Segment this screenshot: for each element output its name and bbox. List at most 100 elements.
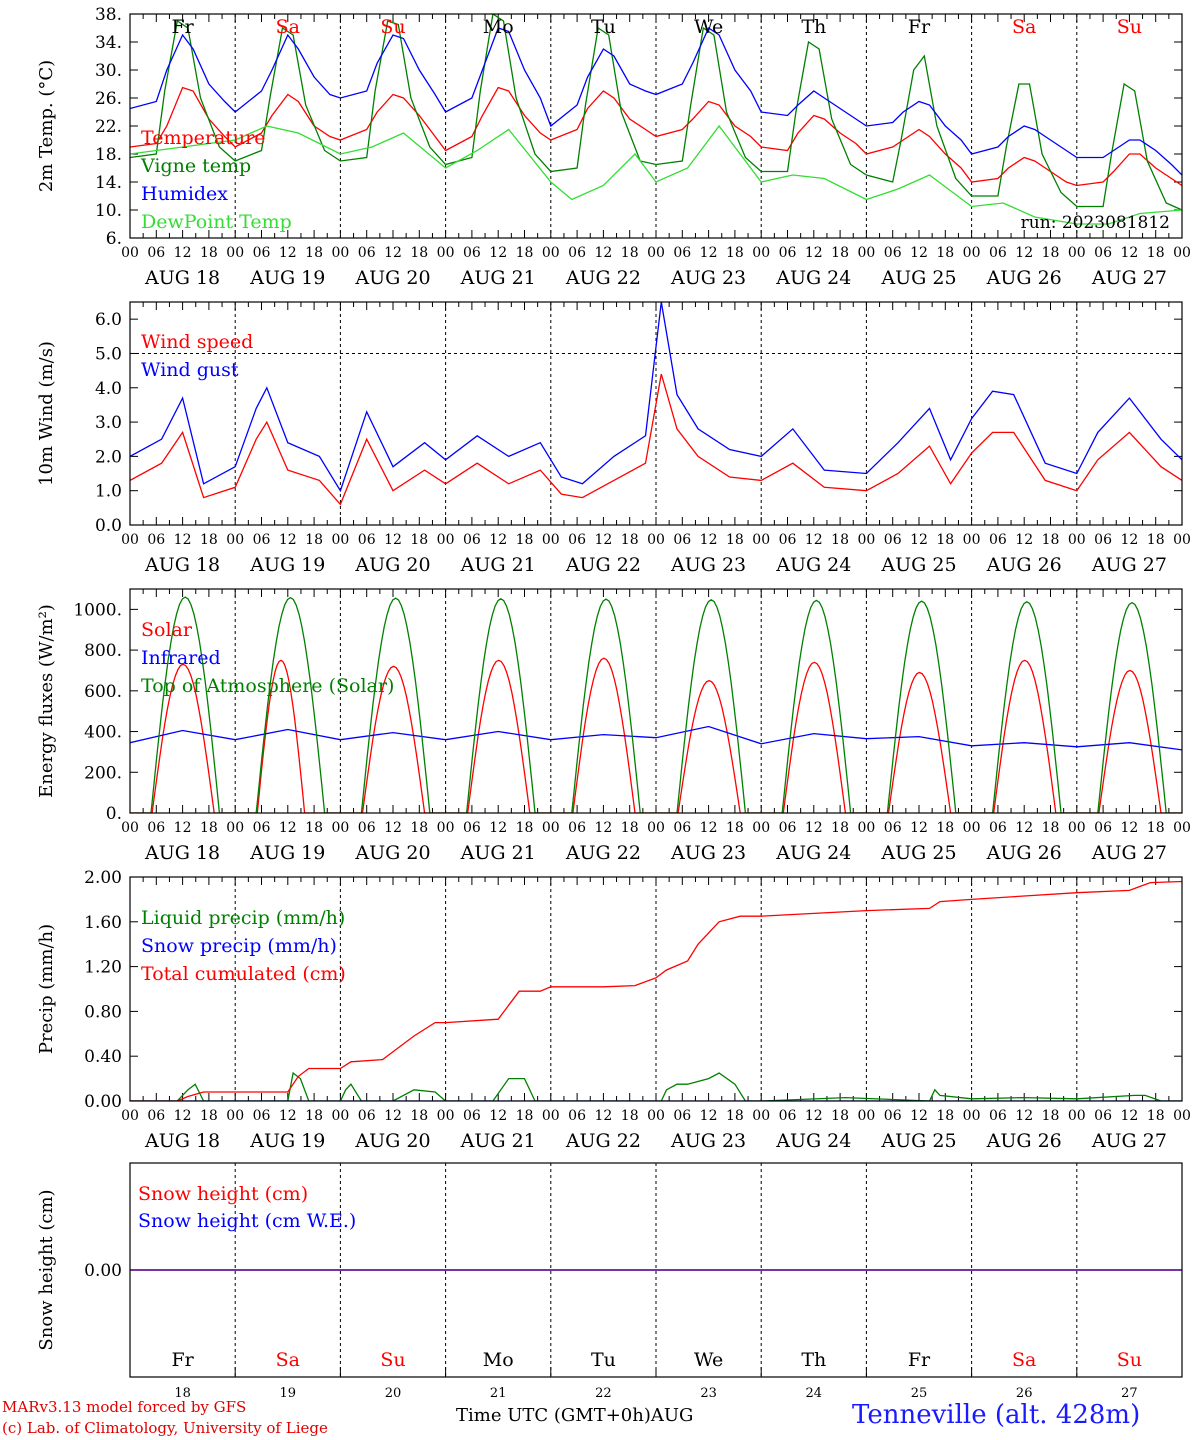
legend-snow-height-cm: Snow height (cm) [138,1183,308,1205]
day-name-bottom: Th [801,1349,826,1371]
panel-frame [129,588,1183,814]
hour-label: 00 [1068,1108,1086,1124]
panel-frame [129,876,1183,1102]
day-name-bottom: We [694,1349,723,1371]
panel-4: 0.00 0.40 0.80 1.20 1.60 2.00 Precip (mm/h) Liq… [36,868,1191,1152]
series-total-cumulated-cm [130,880,1182,1101]
hour-label: 06 [253,820,271,836]
hour-label: 00 [752,245,770,261]
date-label: AUG 18 [144,842,220,864]
legend-vigne-temp: Vigne temp [140,155,251,177]
hour-label: 00 [647,1108,665,1124]
hour-label: 18 [1042,820,1060,836]
y-tick-label: 0.80 [84,1002,122,1022]
day-name-top: Fr [171,16,194,38]
y-tick-label: 0. [106,804,122,824]
y-tick-label: 1000. [73,600,122,620]
hour-label: 00 [121,532,139,548]
date-label: AUG 18 [144,1130,220,1152]
series-infrared [130,725,1182,751]
hour-label: 00 [542,820,560,836]
day-name-bottom: Su [380,1349,405,1371]
hour-label: 06 [253,1108,271,1124]
hour-label: 00 [542,1108,560,1124]
day-number: 27 [1121,1386,1138,1398]
date-label: AUG 26 [986,554,1062,576]
hour-label: 12 [174,245,192,261]
hour-label: 06 [779,245,797,261]
hour-label: 06 [147,1108,165,1124]
hour-label: 18 [200,245,218,261]
day-number: 25 [911,1386,928,1398]
date-label: AUG 26 [986,267,1062,289]
legend-solar: Solar [141,619,193,641]
hour-label: 12 [700,532,718,548]
hour-label: 12 [489,245,507,261]
hour-label: 12 [1120,532,1138,548]
hour-label: 18 [516,532,534,548]
hour-label: 00 [1068,245,1086,261]
day-name-bottom: Sa [1012,1349,1036,1371]
date-label: AUG 22 [565,1130,641,1152]
y-tick-label: 26. [95,89,122,109]
hour-label: 00 [437,1108,455,1124]
hour-label: 18 [831,532,849,548]
y-axis-title: Snow height (cm) [36,1189,57,1350]
hour-label: 12 [700,1108,718,1124]
hour-label: 00 [857,820,875,836]
series-wind-gust [130,302,1182,493]
hour-label: 12 [1015,532,1033,548]
date-label: AUG 24 [775,1130,851,1152]
hour-label: 18 [410,820,428,836]
hour-label: 06 [779,532,797,548]
legend-snow-height-cm-w-e: Snow height (cm W.E.) [138,1210,356,1232]
hour-label: 00 [542,245,560,261]
legend-humidex: Humidex [141,183,228,205]
date-label: AUG 19 [249,842,325,864]
y-tick-label: 14. [95,173,122,193]
day-name-bottom: Sa [276,1349,300,1371]
y-tick-label: 6. [106,229,122,249]
y-tick-label: 0.00 [84,1092,122,1112]
hour-label: 18 [410,245,428,261]
hour-label: 18 [200,532,218,548]
y-axis-title: 10m Wind (m/s) [36,341,57,486]
hour-label: 00 [121,820,139,836]
hour-label: 06 [884,1108,902,1124]
hour-label: 00 [121,245,139,261]
series-humidex [130,27,1182,176]
hour-label: 00 [1173,532,1191,548]
hour-label: 18 [1147,1108,1165,1124]
hour-label: 12 [1015,1108,1033,1124]
hour-label: 12 [594,1108,612,1124]
hour-label: 12 [489,820,507,836]
date-label: AUG 26 [986,842,1062,864]
hour-label: 06 [253,532,271,548]
hour-label: 12 [910,1108,928,1124]
hour-label: 00 [963,820,981,836]
hour-label: 00 [963,532,981,548]
hour-label: 00 [752,532,770,548]
hour-label: 18 [1147,820,1165,836]
hour-label: 12 [910,820,928,836]
hour-label: 06 [568,820,586,836]
hour-label: 12 [910,532,928,548]
hour-label: 00 [1173,245,1191,261]
hour-label: 18 [831,820,849,836]
hour-label: 00 [647,245,665,261]
hour-label: 06 [884,820,902,836]
hour-label: 12 [279,1108,297,1124]
date-label: AUG 27 [1091,267,1167,289]
y-tick-label: 400. [84,723,122,743]
date-label: AUG 20 [354,554,430,576]
hour-label: 12 [805,532,823,548]
hour-label: 12 [1015,245,1033,261]
y-tick-label: 22. [95,117,122,137]
day-name-top: Su [380,16,405,38]
hour-label: 18 [726,245,744,261]
hour-label: 00 [857,245,875,261]
hour-label: 06 [358,245,376,261]
hour-label: 06 [147,820,165,836]
y-tick-label: 2.0 [95,447,122,467]
hour-label: 18 [1147,245,1165,261]
